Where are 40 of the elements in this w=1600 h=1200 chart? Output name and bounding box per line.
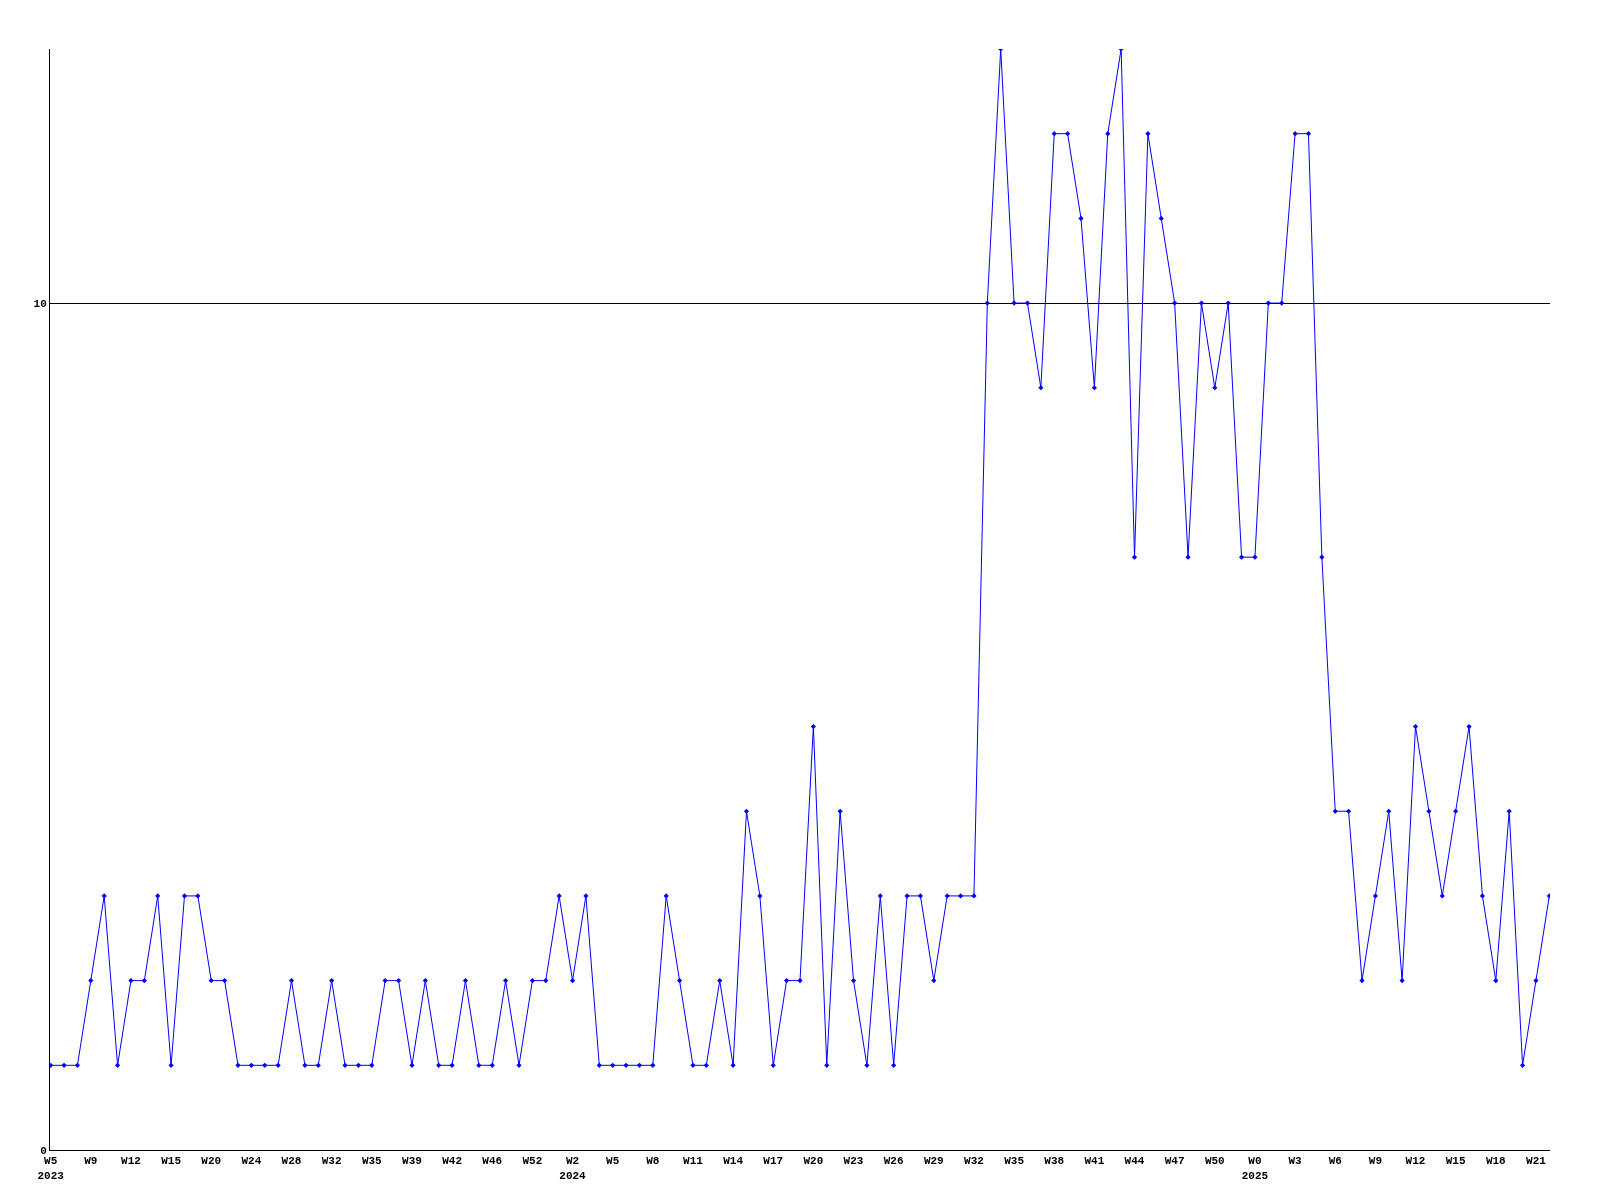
x-tick-label: W23 (843, 1155, 864, 1168)
x-tick-label: W32 (321, 1155, 342, 1168)
x-tick-label: W44 (1124, 1155, 1145, 1168)
x-tick-label: W6 (1328, 1155, 1342, 1168)
x-tick-label: W35 (361, 1155, 383, 1168)
x-tick-label: W47 (1164, 1155, 1185, 1168)
x-tick-label: W46 (482, 1155, 503, 1168)
x-tick-label: W28 (281, 1155, 302, 1168)
x-tick-label: W15 (1445, 1155, 1466, 1168)
x-tick-label: W11 (683, 1155, 704, 1168)
x-tick-label: W5 (606, 1155, 620, 1168)
x-tick-label: W35 (1004, 1155, 1025, 1168)
x-tick-label: W20 (803, 1155, 824, 1168)
x-tick-label: W29 (923, 1155, 944, 1168)
x-tick-label: W38 (1044, 1155, 1065, 1168)
x-tick-label: W21 (1526, 1155, 1547, 1168)
x-tick-label: W9 (84, 1155, 98, 1168)
x-tick-label: W26 (883, 1155, 904, 1168)
x-tick-label: W39 (402, 1155, 422, 1168)
y-tick-label: 0 (40, 1144, 47, 1157)
x-tick-label: W3 (1288, 1155, 1303, 1168)
x-tick-label: W2 2024 (559, 1155, 587, 1182)
x-tick-label: W18 (1485, 1155, 1507, 1168)
x-tick-label: W9 (1368, 1155, 1382, 1168)
x-tick-label: W24 (241, 1155, 262, 1168)
x-tick-label: W12 (1405, 1155, 1426, 1168)
y-tick-label: 10 (33, 297, 47, 310)
x-tick-label: W32 (964, 1155, 984, 1168)
x-tick-label: W8 (646, 1155, 660, 1168)
x-tick-label: W41 (1084, 1155, 1105, 1168)
x-tick-label: W5 2023 (37, 1155, 65, 1182)
x-tick-label: W20 (201, 1155, 222, 1168)
x-tick-label: W0 2025 (1241, 1155, 1269, 1182)
x-tick-label: W12 (121, 1155, 141, 1168)
x-tick-label: W50 (1204, 1155, 1225, 1168)
x-tick-label: W14 (723, 1155, 744, 1168)
x-tick-label: W52 (522, 1155, 543, 1168)
x-tick-label: W17 (763, 1155, 784, 1168)
x-tick-label: W15 (161, 1155, 182, 1168)
x-tick-label: W42 (442, 1155, 463, 1168)
